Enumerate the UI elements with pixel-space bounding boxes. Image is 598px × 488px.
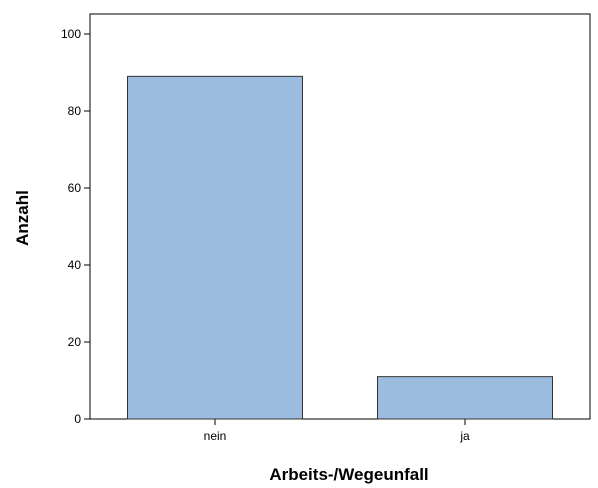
y-tick-label: 40 (68, 258, 82, 272)
y-tick-label: 60 (68, 181, 82, 195)
bar-ja (377, 376, 553, 420)
x-tick-label: nein (204, 429, 227, 443)
y-axis: 0 20 40 60 80 100 (61, 27, 90, 426)
bars (127, 75, 553, 420)
y-tick-label: 0 (74, 412, 81, 426)
bar-nein (127, 75, 303, 420)
y-tick-label: 100 (61, 27, 81, 41)
y-tick-label: 80 (68, 104, 82, 118)
x-tick-label: ja (459, 429, 470, 443)
x-axis: nein ja (204, 419, 470, 443)
y-tick-label: 20 (68, 335, 82, 349)
x-axis-title: Arbeits-/Wegeunfall (269, 465, 428, 484)
y-axis-title: Anzahl (13, 190, 32, 246)
